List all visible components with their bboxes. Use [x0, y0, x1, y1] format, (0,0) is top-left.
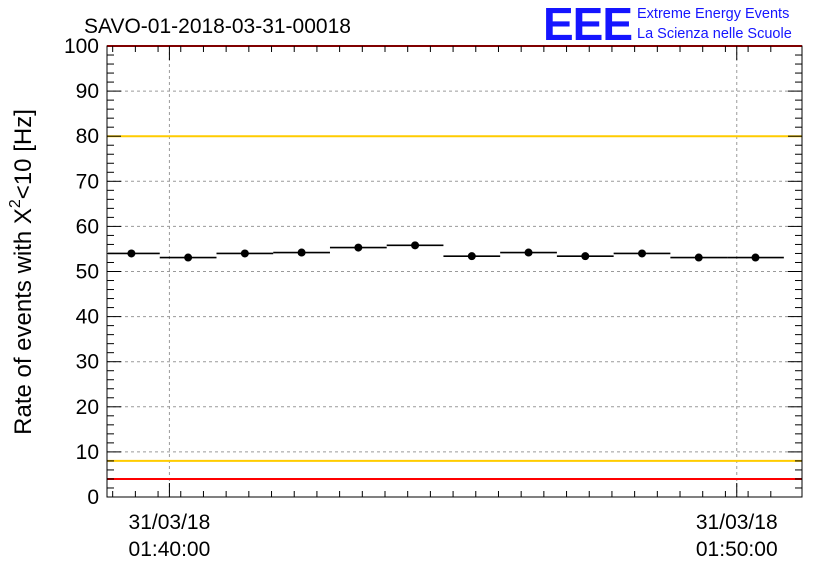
data-series — [108, 241, 784, 262]
x-tick-label-date-1: 31/03/18 — [696, 511, 778, 534]
data-point-11 — [751, 253, 760, 262]
y-axis-title-main: Rate of events with X — [10, 208, 37, 435]
y-axis-title-superscript: 2 — [7, 199, 24, 208]
x-tick-label-date-0: 31/03/18 — [129, 511, 211, 534]
data-point-0 — [127, 249, 136, 258]
y-tick-label-0: 0 — [87, 486, 99, 509]
data-point-10 — [694, 253, 703, 262]
eee-logo-mark: EEE — [543, 0, 632, 50]
y-tick-label-80: 80 — [76, 125, 99, 148]
x-tick-label-time-0: 01:40:00 — [129, 538, 211, 561]
y-tick-label-20: 20 — [76, 396, 99, 419]
y-tick-label-40: 40 — [76, 306, 99, 329]
y-tick-labels: 0 10 20 30 40 50 60 70 80 90 100 — [64, 35, 99, 509]
data-point-7 — [524, 248, 533, 257]
data-point-8 — [581, 252, 590, 261]
eee-logo-line1: Extreme Energy Events — [637, 6, 789, 22]
x-tick-label-time-1: 01:50:00 — [696, 538, 778, 561]
eee-logo: EEE Extreme Energy Events La Scienza nel… — [543, 0, 792, 50]
chart-title: SAVO-01-2018-03-31-00018 — [84, 15, 351, 38]
data-point-4 — [354, 243, 363, 252]
data-point-6 — [467, 252, 476, 261]
data-point-1 — [184, 253, 193, 262]
y-tick-label-70: 70 — [76, 170, 99, 193]
y-tick-label-50: 50 — [76, 261, 99, 284]
y-tick-label-30: 30 — [76, 351, 99, 374]
y-axis-title-tail: <10 [Hz] — [10, 109, 37, 199]
data-point-3 — [297, 248, 306, 257]
data-point-5 — [411, 241, 420, 250]
eee-logo-line2: La Scienza nelle Scuole — [637, 26, 792, 42]
x-tick-labels: 31/03/18 01:40:00 31/03/18 01:50:00 — [129, 511, 778, 561]
data-point-9 — [638, 249, 647, 258]
reference-lines — [107, 45, 802, 480]
y-axis-title: Rate of events with X2<10 [Hz] — [7, 109, 37, 435]
y-tick-label-90: 90 — [76, 80, 99, 103]
y-tick-label-100: 100 — [64, 35, 99, 58]
grid-lines — [107, 46, 802, 497]
data-point-2 — [240, 249, 249, 258]
axis-ticks — [107, 45, 802, 498]
y-tick-label-10: 10 — [76, 441, 99, 464]
y-tick-label-60: 60 — [76, 215, 99, 238]
